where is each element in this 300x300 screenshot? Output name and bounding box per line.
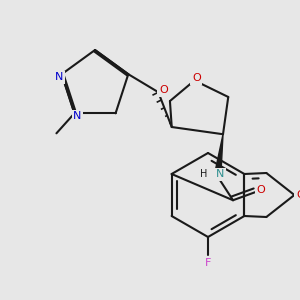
Text: N: N bbox=[73, 111, 82, 121]
Text: O: O bbox=[296, 190, 300, 200]
Polygon shape bbox=[215, 134, 223, 172]
Text: H: H bbox=[200, 169, 208, 179]
Text: O: O bbox=[256, 185, 266, 195]
Text: O: O bbox=[192, 74, 201, 83]
Text: N: N bbox=[216, 169, 224, 179]
Text: N: N bbox=[55, 72, 63, 82]
Text: O: O bbox=[159, 85, 168, 95]
Text: F: F bbox=[205, 258, 211, 268]
